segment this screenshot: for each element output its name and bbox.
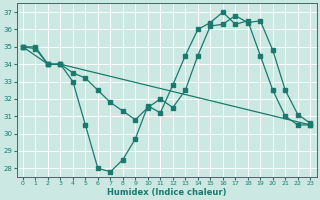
X-axis label: Humidex (Indice chaleur): Humidex (Indice chaleur) [107, 188, 226, 197]
